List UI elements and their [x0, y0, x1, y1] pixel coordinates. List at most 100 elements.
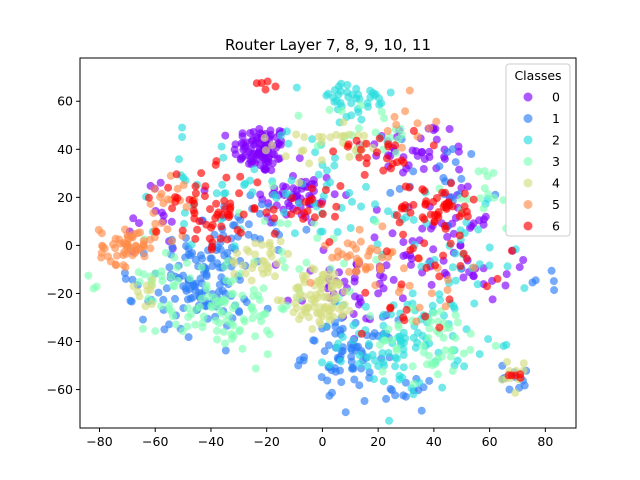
scatter-point	[259, 284, 268, 293]
scatter-point	[547, 266, 556, 275]
scatter-point	[200, 192, 209, 201]
scatter-point	[120, 269, 129, 277]
scatter-point	[406, 208, 415, 217]
scatter-point	[241, 269, 250, 278]
scatter-point	[397, 130, 406, 139]
scatter-point	[183, 322, 192, 331]
scatter-point	[173, 263, 181, 272]
scatter-point	[362, 139, 371, 148]
scatter-point	[219, 327, 228, 336]
scatter-point	[251, 364, 260, 373]
scatter-point	[260, 216, 269, 225]
scatter-point	[256, 190, 265, 199]
scatter-point	[212, 326, 221, 335]
scatter-point	[255, 139, 264, 148]
scatter-point	[268, 181, 277, 190]
scatter-point	[191, 182, 200, 191]
scatter-point	[392, 354, 401, 363]
scatter-point	[390, 112, 399, 121]
scatter-point	[355, 381, 364, 390]
scatter-point	[239, 210, 248, 219]
scatter-point	[327, 279, 336, 288]
scatter-point	[284, 139, 293, 148]
scatter-point	[242, 138, 251, 147]
scatter-point	[398, 202, 407, 211]
scatter-point	[139, 315, 147, 324]
scatter-point	[483, 172, 492, 181]
scatter-point	[378, 349, 387, 358]
scatter-point	[355, 359, 364, 368]
scatter-point	[208, 303, 216, 312]
scatter-point	[249, 286, 258, 294]
scatter-point	[339, 310, 348, 319]
scatter-point	[475, 260, 484, 269]
scatter-point	[98, 242, 107, 251]
scatter-point	[139, 270, 148, 279]
scatter-point	[435, 329, 444, 338]
scatter-point	[367, 244, 376, 253]
scatter-point	[156, 193, 165, 202]
scatter-point	[218, 309, 227, 318]
scatter-point	[292, 293, 301, 302]
scatter-point	[229, 256, 238, 265]
legend-label: 6	[552, 219, 560, 234]
scatter-point	[392, 148, 401, 157]
scatter-point	[307, 184, 316, 193]
y-tick-label: 60	[57, 94, 73, 109]
scatter-point	[421, 312, 430, 321]
scatter-point	[300, 353, 309, 362]
scatter-point	[399, 230, 408, 239]
scatter-point	[491, 341, 500, 350]
scatter-point	[346, 224, 355, 233]
scatter-point	[405, 281, 414, 290]
scatter-point	[178, 123, 187, 132]
scatter-point	[340, 131, 349, 140]
scatter-point	[322, 292, 331, 301]
scatter-point	[263, 350, 272, 359]
scatter-point	[515, 263, 524, 272]
scatter-point	[165, 305, 174, 313]
y-tick-label: 0	[65, 238, 73, 253]
scatter-point	[323, 270, 332, 279]
scatter-point	[142, 281, 151, 290]
scatter-point	[445, 295, 454, 304]
scatter-point	[549, 277, 558, 286]
scatter-point	[183, 258, 191, 267]
scatter-point	[212, 297, 221, 306]
scatter-point	[424, 333, 433, 342]
scatter-point	[438, 383, 447, 392]
scatter-point	[348, 240, 357, 249]
scatter-point	[148, 275, 157, 284]
scatter-point	[419, 165, 428, 173]
scatter-point	[444, 199, 453, 208]
scatter-point	[280, 263, 289, 272]
legend-label: 1	[552, 111, 560, 126]
scatter-point	[409, 126, 418, 135]
scatter-point	[135, 292, 144, 301]
scatter-point	[141, 302, 150, 311]
legend-marker	[523, 221, 533, 231]
scatter-point	[409, 244, 417, 253]
scatter-point	[277, 247, 286, 256]
scatter-point	[382, 261, 391, 270]
scatter-point	[425, 324, 434, 333]
scatter-point	[503, 262, 512, 271]
scatter-point	[354, 124, 363, 133]
scatter-point	[459, 273, 468, 282]
scatter-point	[489, 169, 498, 177]
scatter-point	[456, 262, 465, 270]
scatter-point	[185, 195, 194, 204]
scatter-point	[409, 390, 418, 399]
scatter-point	[261, 85, 270, 94]
scatter-point	[260, 165, 269, 174]
scatter-point	[198, 318, 207, 327]
scatter-point	[405, 183, 414, 192]
scatter-point	[445, 125, 454, 133]
scatter-point	[332, 343, 341, 352]
scatter-point	[325, 105, 334, 114]
scatter-point	[427, 280, 436, 289]
scatter-point	[336, 87, 345, 96]
scatter-point	[417, 406, 426, 415]
y-tick-label: −20	[47, 286, 73, 301]
scatter-point	[89, 284, 98, 293]
